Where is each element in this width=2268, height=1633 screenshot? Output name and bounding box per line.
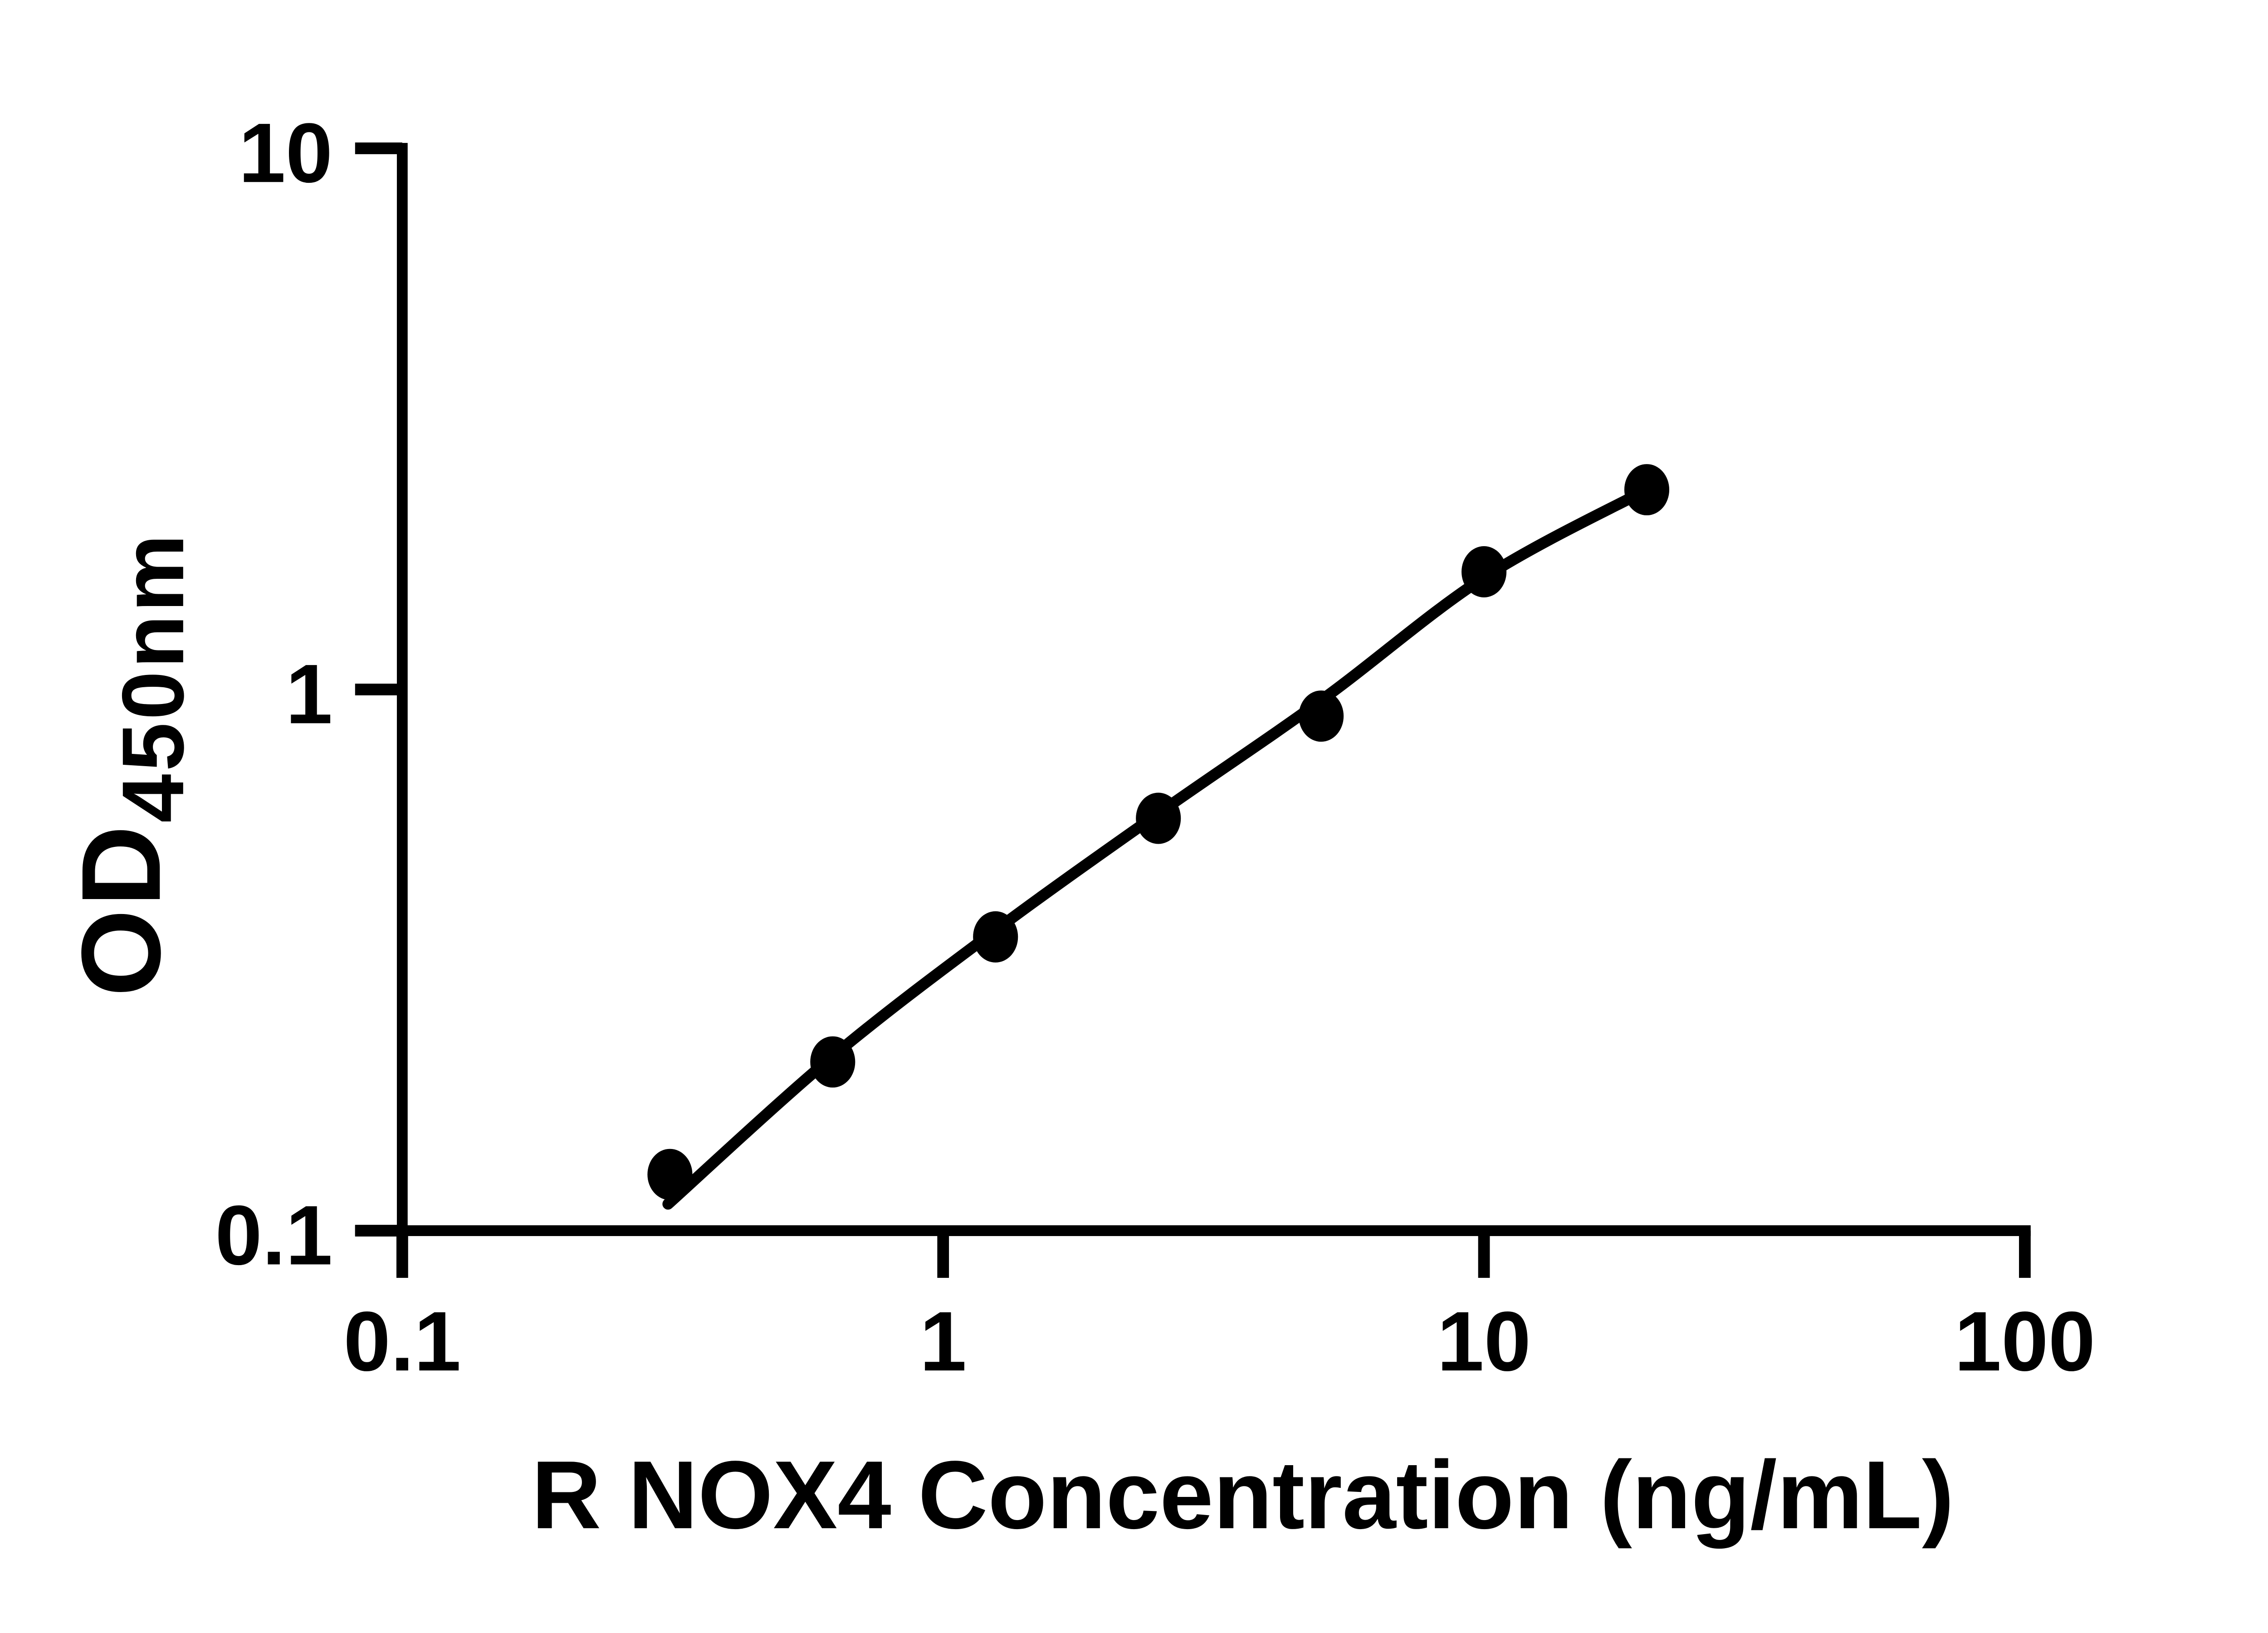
fit-curve-line xyxy=(662,484,1652,1210)
y-tick-label-1: 1 xyxy=(285,646,333,741)
y-tick-label-0.1: 0.1 xyxy=(215,1188,333,1282)
data-point-marker-5 xyxy=(1299,690,1344,742)
y-tick-10 xyxy=(355,142,402,154)
data-point-marker-6 xyxy=(1461,546,1507,597)
y-tick-label-10: 10 xyxy=(239,105,333,200)
x-tick-0.1 xyxy=(396,1231,408,1278)
x-tick-10 xyxy=(1478,1231,1490,1278)
data-point-marker-4 xyxy=(1136,792,1181,844)
data-point-marker-3 xyxy=(973,911,1018,963)
x-tick-1 xyxy=(937,1231,949,1278)
x-tick-label-10: 10 xyxy=(1437,1294,1531,1389)
x-tick-label-0.1: 0.1 xyxy=(343,1294,461,1389)
y-axis-title: OD450nm xyxy=(58,532,209,997)
y-axis-title-main: OD xyxy=(58,822,184,997)
data-point-marker-7 xyxy=(1624,464,1670,516)
y-tick-0.1 xyxy=(355,1225,402,1237)
x-axis-line xyxy=(355,1225,2031,1236)
x-tick-label-1: 1 xyxy=(919,1294,967,1389)
x-axis-title: R NOX4 Concentration (ng/mL) xyxy=(531,1440,1955,1549)
y-tick-1 xyxy=(355,684,402,695)
data-point-marker-2 xyxy=(810,1036,855,1088)
x-tick-100 xyxy=(2019,1231,2031,1278)
x-tick-label-100: 100 xyxy=(1954,1294,2096,1389)
data-point-marker-1 xyxy=(647,1149,693,1200)
